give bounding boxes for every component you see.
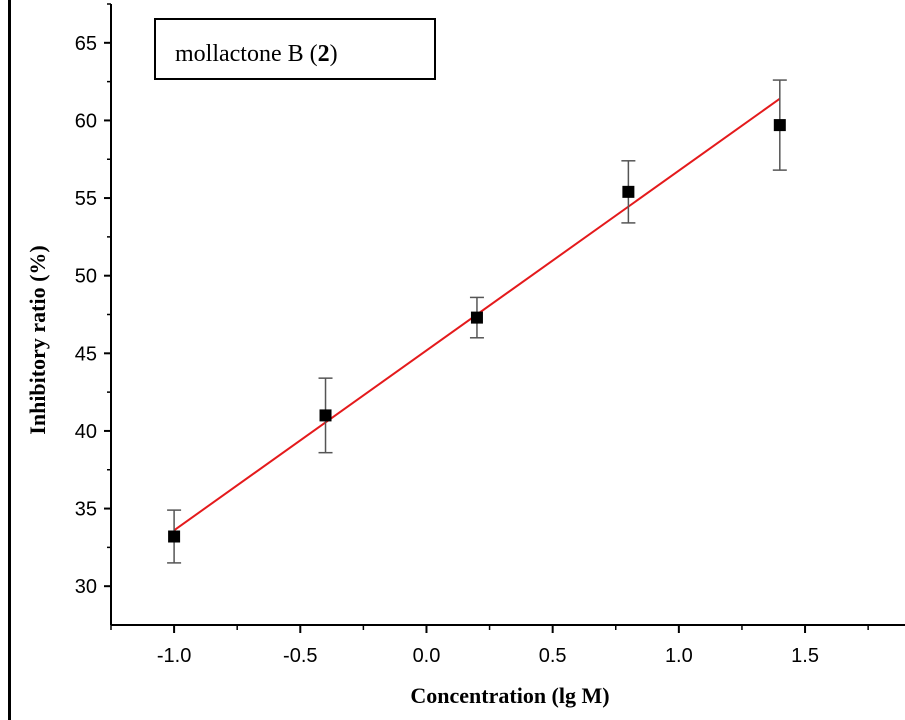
y-axis-title: Inhibitory ratio (%) xyxy=(25,245,50,434)
legend-compound-number: 2 xyxy=(318,41,330,67)
x-tick-label: 0.0 xyxy=(413,645,441,667)
x-tick-label: 0.5 xyxy=(539,645,567,667)
legend-text: mollactone B ( xyxy=(175,41,318,67)
x-tick-label: -0.5 xyxy=(283,645,317,667)
data-points xyxy=(168,119,786,543)
x-axis: -1.0 -0.5 0.0 0.5 1.0 1.5 xyxy=(110,625,869,667)
y-tick-label: 55 xyxy=(75,188,97,210)
y-tick-label: 65 xyxy=(75,33,97,55)
data-point xyxy=(319,409,332,422)
y-tick-label: 30 xyxy=(75,576,97,598)
legend-close: ) xyxy=(330,41,338,67)
y-tick-label: 40 xyxy=(75,421,97,443)
x-tick-label: -1.0 xyxy=(157,645,191,667)
x-tick-label: 1.0 xyxy=(665,645,693,667)
y-tick-label: 50 xyxy=(75,266,97,288)
left-border-bar xyxy=(8,0,11,720)
y-axis: 30 35 40 45 50 55 60 65 xyxy=(75,3,111,598)
legend: mollactone B (2) xyxy=(154,18,436,80)
x-tick-label: 1.5 xyxy=(791,645,819,667)
legend-box xyxy=(154,18,436,80)
data-point xyxy=(773,119,786,132)
legend-label: mollactone B (2) xyxy=(175,41,338,67)
data-point xyxy=(622,185,635,198)
y-tick-label: 45 xyxy=(75,343,97,365)
data-point xyxy=(168,530,181,543)
x-axis-title: Concentration (lg M) xyxy=(410,683,609,708)
y-tick-label: 60 xyxy=(75,110,97,132)
data-point xyxy=(470,311,483,324)
y-tick-label: 35 xyxy=(75,499,97,521)
